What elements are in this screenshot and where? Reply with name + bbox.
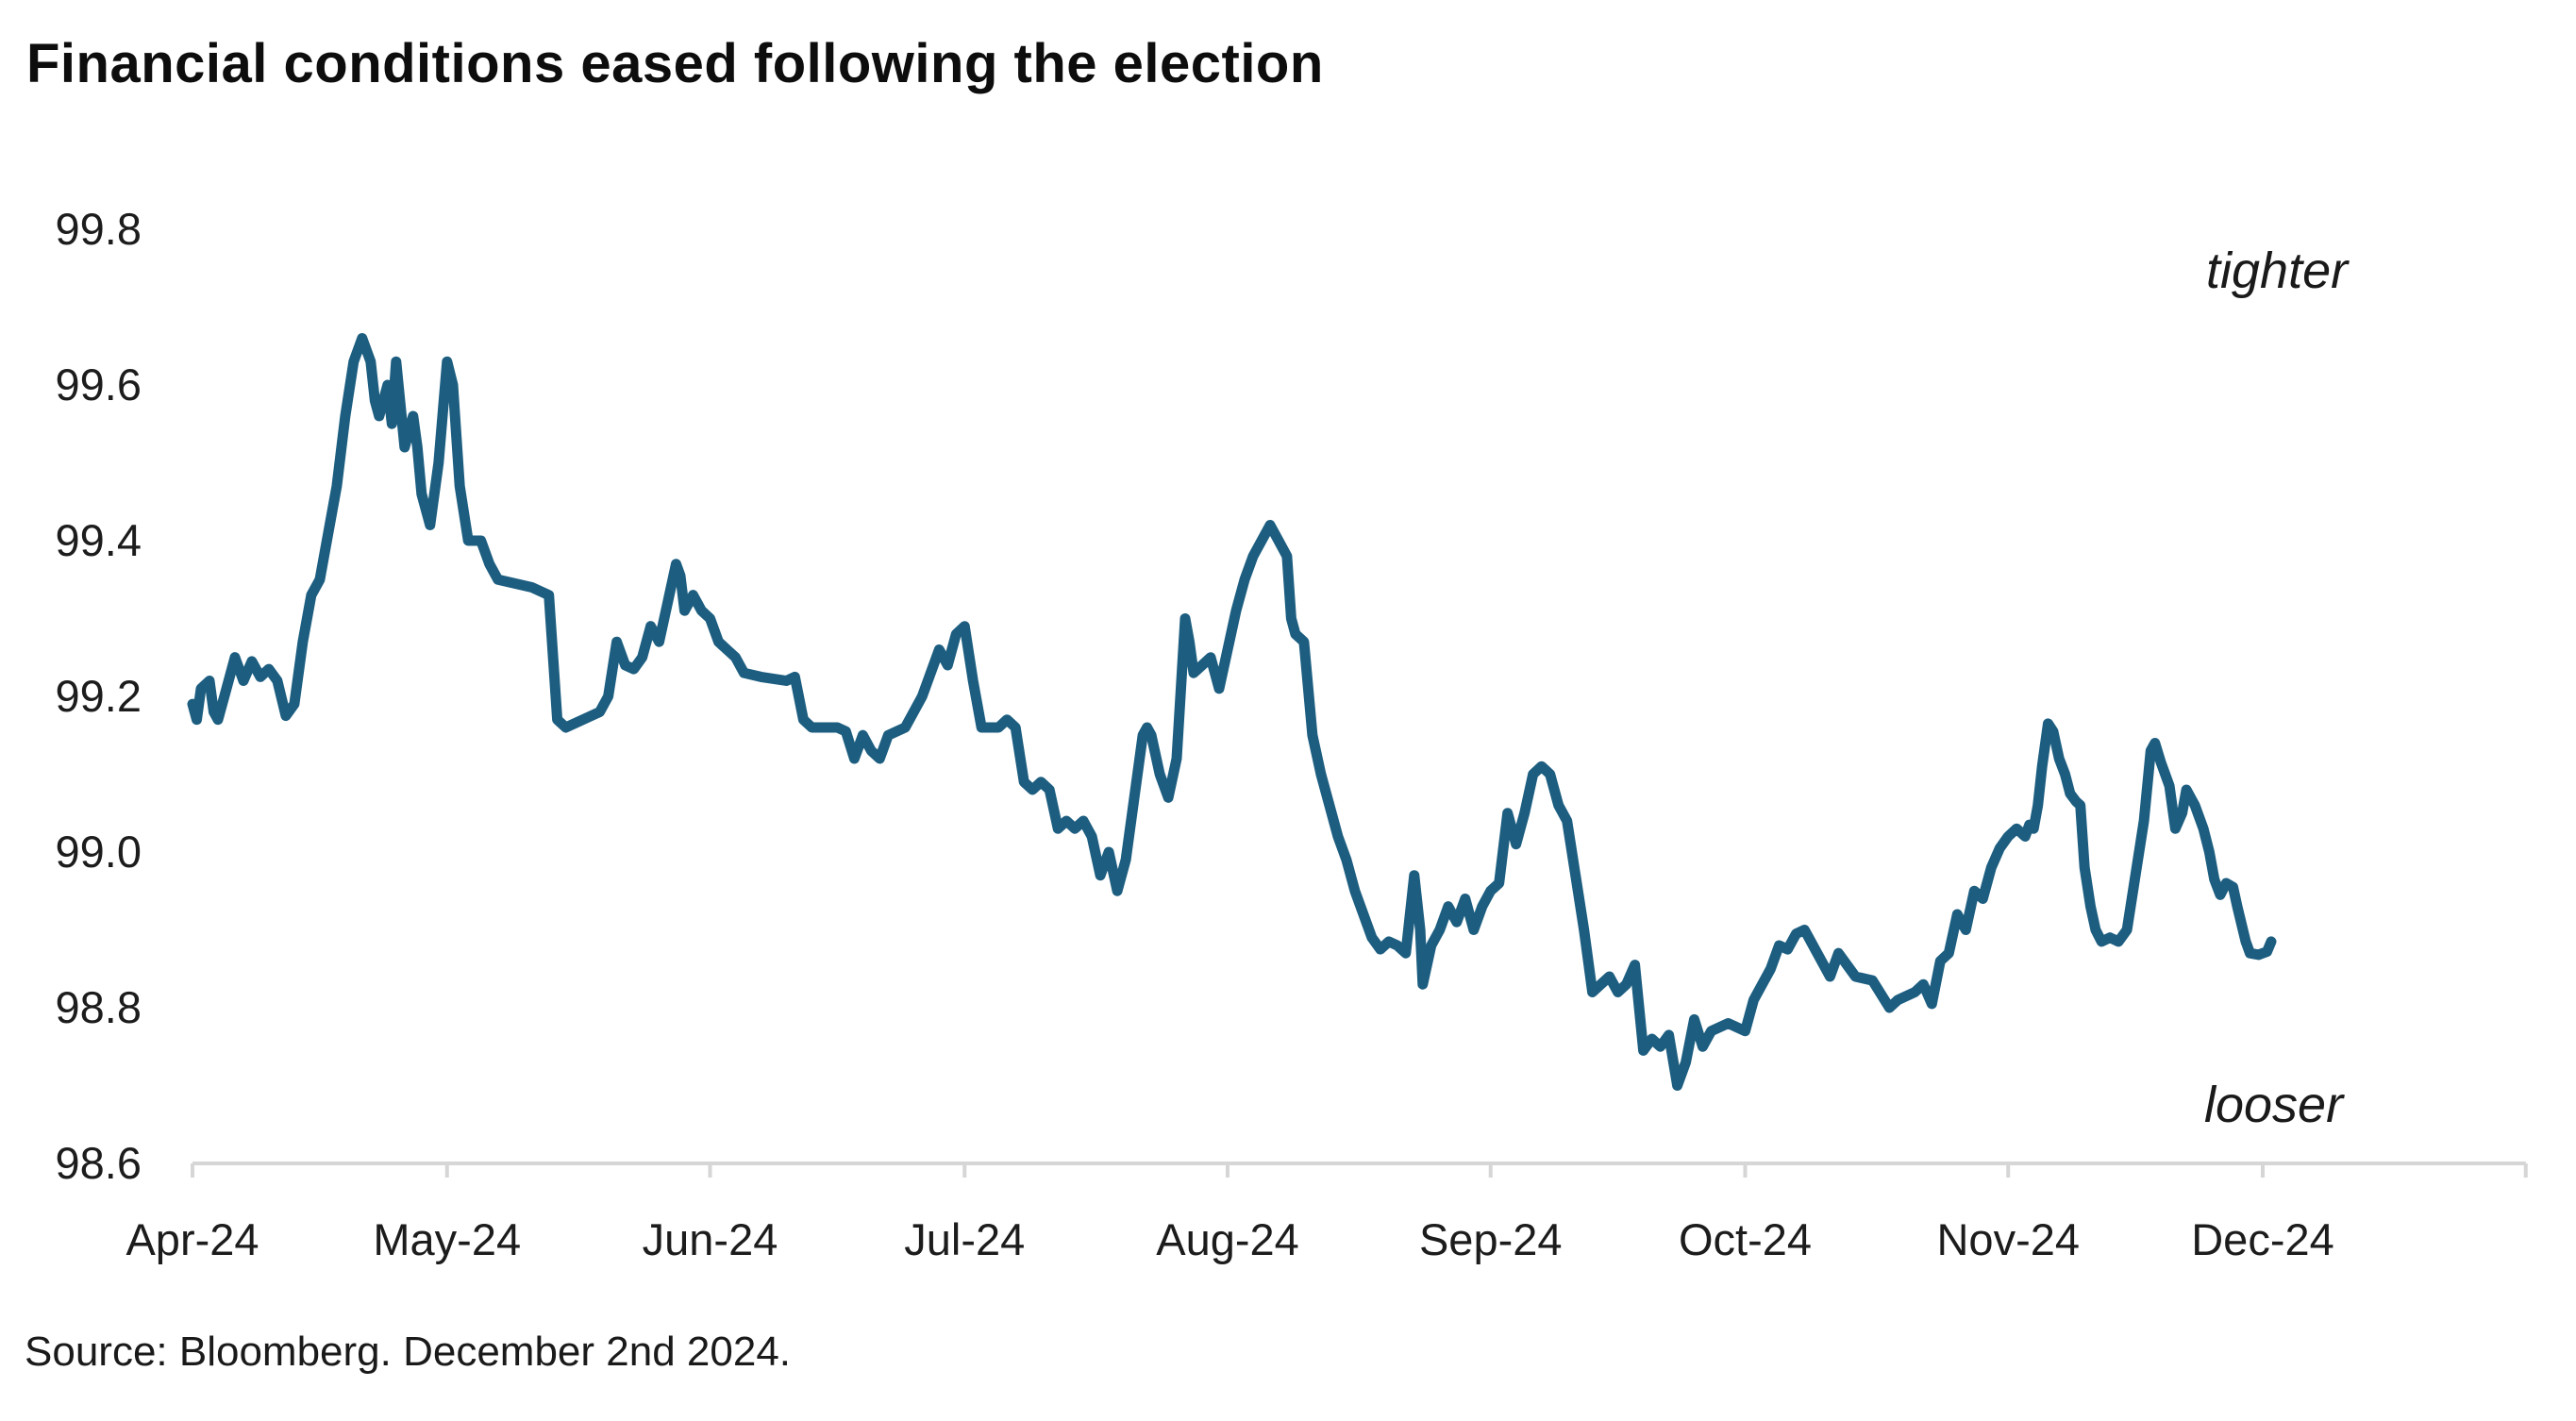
annotation-looser: looser — [2204, 1077, 2344, 1133]
financial-conditions-line — [187, 333, 2277, 1091]
x-axis-label: Apr-24 — [125, 1214, 259, 1264]
x-axis-label: Aug-24 — [1156, 1214, 1299, 1264]
x-axis-label: May-24 — [373, 1214, 521, 1264]
y-axis-label: 99.2 — [56, 671, 142, 721]
x-axis-label: Oct-24 — [1679, 1214, 1812, 1264]
y-axis-label: 98.8 — [56, 982, 142, 1032]
y-axis-label: 99.0 — [56, 827, 142, 877]
x-axis-label: Sep-24 — [1419, 1214, 1563, 1264]
x-axis-label: Jul-24 — [904, 1214, 1025, 1264]
source-note: Source: Bloomberg. December 2nd 2024. — [25, 1329, 792, 1375]
annotation-tighter: tighter — [2206, 242, 2349, 299]
x-axis-label: Nov-24 — [1936, 1214, 2080, 1264]
y-axis-label: 99.4 — [56, 515, 142, 565]
x-axis-label: Jun-24 — [643, 1214, 778, 1264]
y-axis-label: 98.6 — [56, 1138, 142, 1188]
chart-title: Financial conditions eased following the… — [26, 33, 1324, 94]
y-axis-label: 99.8 — [56, 204, 142, 254]
x-axis-label: Dec-24 — [2191, 1214, 2334, 1264]
y-axis-label: 99.6 — [56, 359, 142, 410]
